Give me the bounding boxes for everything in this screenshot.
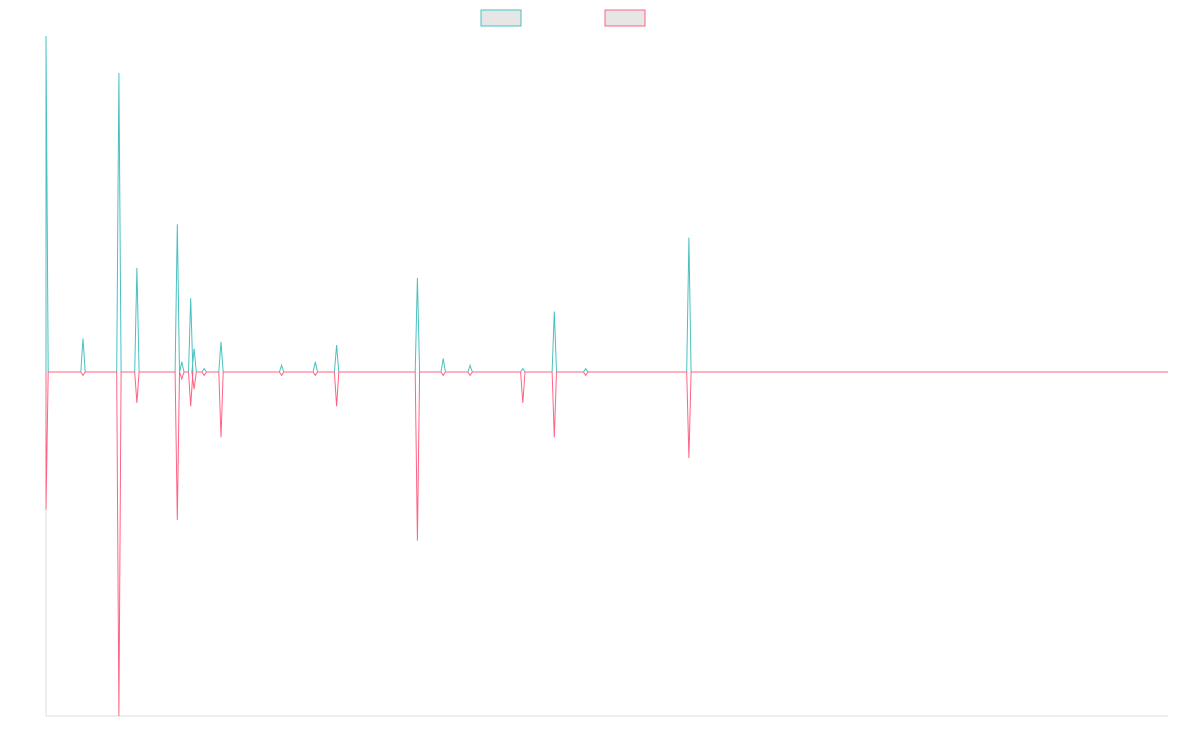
series-b-point[interactable] — [553, 436, 556, 439]
series-b-line — [45, 371, 1168, 717]
series-b-point[interactable] — [193, 388, 196, 391]
series-b-point[interactable] — [584, 374, 587, 377]
legend-swatch-series-b[interactable] — [604, 9, 646, 27]
series-b-point[interactable] — [220, 436, 223, 439]
series-b-point[interactable] — [335, 405, 338, 408]
series-a-point[interactable] — [82, 337, 85, 340]
series-a-point[interactable] — [220, 340, 223, 343]
series-a-point[interactable] — [416, 276, 419, 279]
series-a-point[interactable] — [584, 367, 587, 370]
series-b-point[interactable] — [135, 402, 138, 405]
series-a-point[interactable] — [193, 347, 196, 350]
series-a-point[interactable] — [469, 364, 472, 367]
series-a-point[interactable] — [314, 360, 317, 363]
series-layer — [45, 35, 1168, 718]
series-a-point[interactable] — [117, 72, 120, 75]
series-a-point[interactable] — [189, 297, 192, 300]
series-a-point[interactable] — [687, 236, 690, 239]
series-b-point[interactable] — [416, 539, 419, 542]
series-a-point[interactable] — [335, 344, 338, 347]
series-a-point[interactable] — [45, 35, 48, 38]
series-b-point[interactable] — [469, 374, 472, 377]
series-b-point[interactable] — [189, 405, 192, 408]
series-b-point[interactable] — [521, 402, 524, 405]
series-a-line — [45, 35, 1168, 373]
series-b-point[interactable] — [203, 374, 206, 377]
series-a-point[interactable] — [180, 360, 183, 363]
series-b-point[interactable] — [442, 374, 445, 377]
series-b-point[interactable] — [687, 457, 690, 460]
series-b-point[interactable] — [117, 715, 120, 718]
series-a-point[interactable] — [553, 310, 556, 313]
series-a-point[interactable] — [521, 367, 524, 370]
legend — [480, 9, 646, 27]
series-b-point[interactable] — [45, 508, 48, 511]
series-a-point[interactable] — [135, 266, 138, 269]
series-a-point[interactable] — [203, 367, 206, 370]
series-b-point[interactable] — [180, 377, 183, 380]
plot-area — [45, 35, 1168, 718]
legend-swatch-series-a[interactable] — [480, 9, 522, 27]
series-b-point[interactable] — [280, 374, 283, 377]
series-a-point[interactable] — [280, 364, 283, 367]
series-b-point[interactable] — [314, 374, 317, 377]
series-a-point[interactable] — [442, 357, 445, 360]
series-a-point[interactable] — [176, 223, 179, 226]
series-b-point[interactable] — [176, 518, 179, 521]
series-b-point[interactable] — [82, 374, 85, 377]
